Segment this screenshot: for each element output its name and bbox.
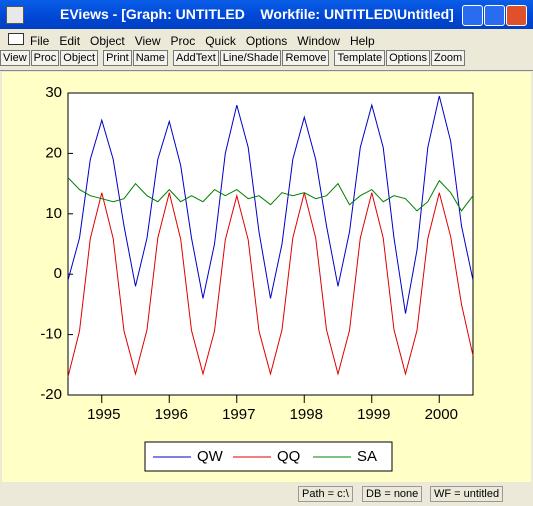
toolbar-button[interactable]: Print [103, 50, 132, 66]
x-tick-label: 1995 [87, 406, 120, 423]
menu-item[interactable]: View [134, 34, 161, 48]
y-tick-label: -10 [40, 326, 62, 343]
menu-bar: File Edit Object View Proc Quick Options Window… [0, 29, 533, 49]
y-tick-label: 30 [45, 84, 62, 101]
legend-label: QQ [277, 448, 300, 465]
minimize-button[interactable] [462, 5, 483, 26]
close-button[interactable] [506, 5, 527, 26]
toolbar-button[interactable]: AddText [173, 50, 219, 66]
toolbar-button[interactable]: Proc [30, 50, 60, 66]
app-icon [6, 6, 24, 24]
status-field: Path = c:\ [298, 486, 353, 502]
toolbar-button[interactable]: Options [386, 50, 430, 66]
series-line [67, 95, 474, 314]
x-tick-label: 1999 [357, 406, 390, 423]
y-tick-label: 10 [45, 205, 62, 222]
y-tick-label: -20 [40, 386, 62, 403]
menu-item[interactable]: Window [297, 34, 340, 48]
toolbar-button[interactable]: Zoom [431, 50, 466, 66]
legend-label: SA [357, 448, 377, 465]
doc-icon [8, 33, 24, 45]
menu-item[interactable]: Options [245, 34, 288, 48]
toolbar-button[interactable]: Remove [282, 50, 330, 66]
status-bar: Path = c:\ DB = none WF = untitled [0, 484, 533, 506]
toolbar-button[interactable]: Name [132, 50, 169, 66]
toolbar-button[interactable]: View [0, 50, 30, 66]
x-tick-label: 2000 [425, 406, 458, 423]
toolbar: View Proc Object Print Name AddText Line/Shade… [0, 50, 533, 71]
menu-item[interactable]: Edit [59, 34, 81, 48]
y-tick-label: 0 [54, 265, 62, 282]
y-tick-label: 20 [45, 144, 62, 161]
toolbar-button[interactable]: Line/Shade [219, 50, 282, 66]
series-line [67, 177, 474, 212]
title-bar: EViews - [Graph: UNTITLED Workfile: UNTI… [0, 0, 533, 29]
x-tick-label: 1998 [290, 406, 323, 423]
menu-item[interactable]: Help [349, 34, 375, 48]
series-line [67, 192, 474, 378]
x-tick-label: 1996 [155, 406, 188, 423]
toolbar-button[interactable]: Template [334, 50, 386, 66]
maximize-button[interactable] [484, 5, 505, 26]
status-field: WF = untitled [430, 486, 504, 502]
menu-item[interactable]: Proc [170, 34, 196, 48]
menu-item[interactable]: Object [90, 34, 125, 48]
legend-label: QW [197, 448, 224, 465]
menu-item[interactable]: File [30, 34, 50, 48]
toolbar-button[interactable]: Object [60, 50, 99, 66]
window-title: EViews - [Graph: UNTITLED Workfile: UNTI… [60, 6, 454, 22]
status-field: DB = none [362, 486, 423, 502]
x-tick-label: 1997 [222, 406, 255, 423]
plot-frame [67, 92, 474, 396]
menu-item[interactable]: Quick [205, 34, 236, 48]
